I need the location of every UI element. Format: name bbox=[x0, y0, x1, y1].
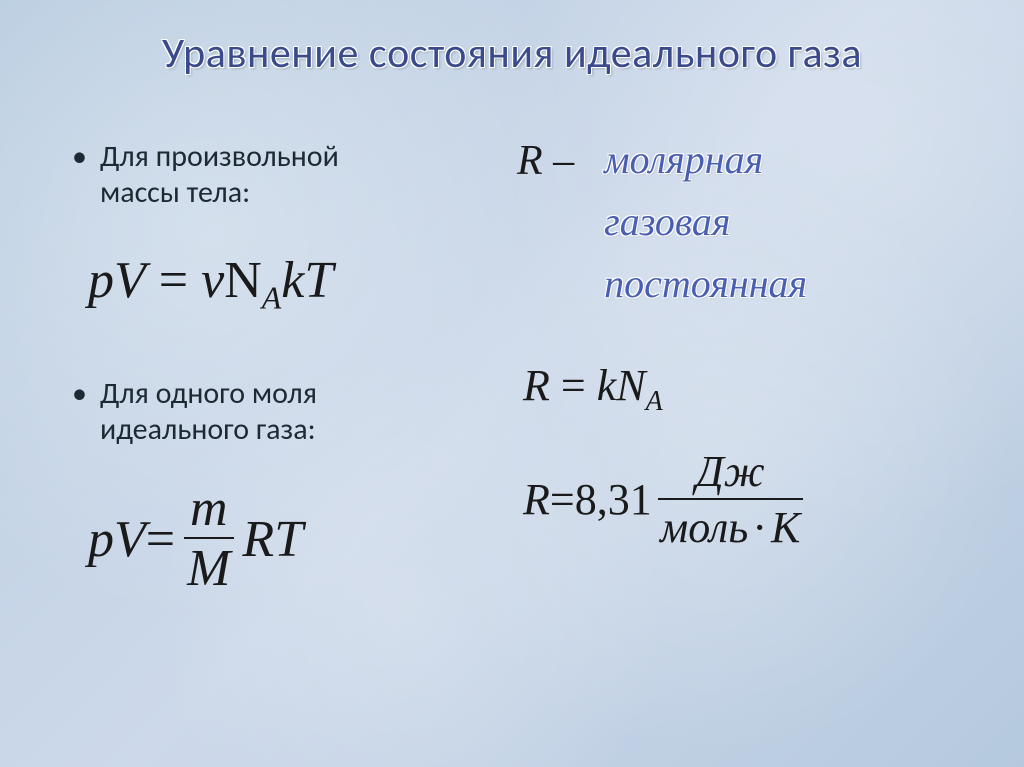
r-desc-line1: молярная bbox=[604, 137, 763, 182]
sym-k3: k bbox=[597, 361, 617, 410]
bullet-one-mole: Для одного моля идеального газа: bbox=[100, 376, 517, 448]
content-area: Для произвольной массы тела: pV = νNAkT … bbox=[0, 79, 1024, 595]
sym-A: A bbox=[262, 279, 282, 315]
sym-T2: T bbox=[274, 510, 303, 569]
numerator-m: m bbox=[184, 483, 234, 539]
r-definition-row: R – молярная газовая постоянная bbox=[517, 129, 974, 315]
bullet-arbitrary-mass: Для произвольной массы тела: bbox=[100, 139, 517, 211]
sym-k: k bbox=[281, 252, 304, 309]
fraction-m-over-M: m M bbox=[181, 483, 236, 595]
formula-pv-nakT: pV = νNAkT bbox=[88, 251, 517, 316]
sym-eq3: = bbox=[550, 361, 597, 410]
fraction-units: Дж моль·К bbox=[658, 450, 803, 550]
slide-title: Уравнение состояния идеального газа bbox=[0, 0, 1024, 79]
sym-p2: p bbox=[88, 510, 114, 569]
sym-R3: R bbox=[523, 361, 550, 410]
right-column: R – молярная газовая постоянная R = kNA … bbox=[517, 119, 974, 595]
bullet1-line2: массы тела: bbox=[100, 174, 250, 211]
sym-eq2: = bbox=[146, 510, 175, 569]
unit-denominator: моль·К bbox=[660, 500, 800, 550]
unit-mol: моль bbox=[660, 503, 748, 552]
r-desc-line3: постоянная bbox=[604, 261, 807, 306]
sym-N3: N bbox=[616, 361, 645, 410]
unit-kelvin: К bbox=[771, 503, 800, 552]
sym-nu: ν bbox=[201, 252, 224, 309]
denominator-M: M bbox=[181, 539, 236, 595]
bullet2-line1: Для одного моля bbox=[100, 375, 317, 412]
sym-eq: = bbox=[146, 252, 201, 309]
sym-R: R bbox=[242, 510, 274, 569]
sym-V2: V bbox=[114, 510, 146, 569]
unit-dot: · bbox=[752, 503, 767, 552]
formula-R-value: R = 8,31 Дж моль·К bbox=[523, 450, 974, 550]
sym-R4: R bbox=[523, 474, 550, 525]
sym-N: N bbox=[224, 252, 262, 309]
sym-A3: A bbox=[646, 386, 663, 417]
val-831: 8,31 bbox=[575, 474, 652, 525]
bullet2-line2: идеального газа: bbox=[100, 411, 316, 448]
sym-R-label: R – bbox=[517, 137, 574, 185]
r-desc-line2: газовая bbox=[604, 199, 730, 244]
left-column: Для произвольной массы тела: pV = νNAkT … bbox=[60, 119, 517, 595]
sym-V: V bbox=[114, 252, 146, 309]
sym-T: T bbox=[304, 252, 333, 309]
sym-eq4: = bbox=[550, 474, 575, 525]
unit-joule: Дж bbox=[658, 450, 803, 500]
formula-R-kNA: R = kNA bbox=[523, 360, 974, 418]
sym-p: p bbox=[88, 252, 114, 309]
formula-pv-mMRT: pV = m M RT bbox=[88, 483, 517, 595]
bullet1-line1: Для произвольной bbox=[100, 138, 339, 175]
r-description: молярная газовая постоянная bbox=[604, 129, 807, 315]
